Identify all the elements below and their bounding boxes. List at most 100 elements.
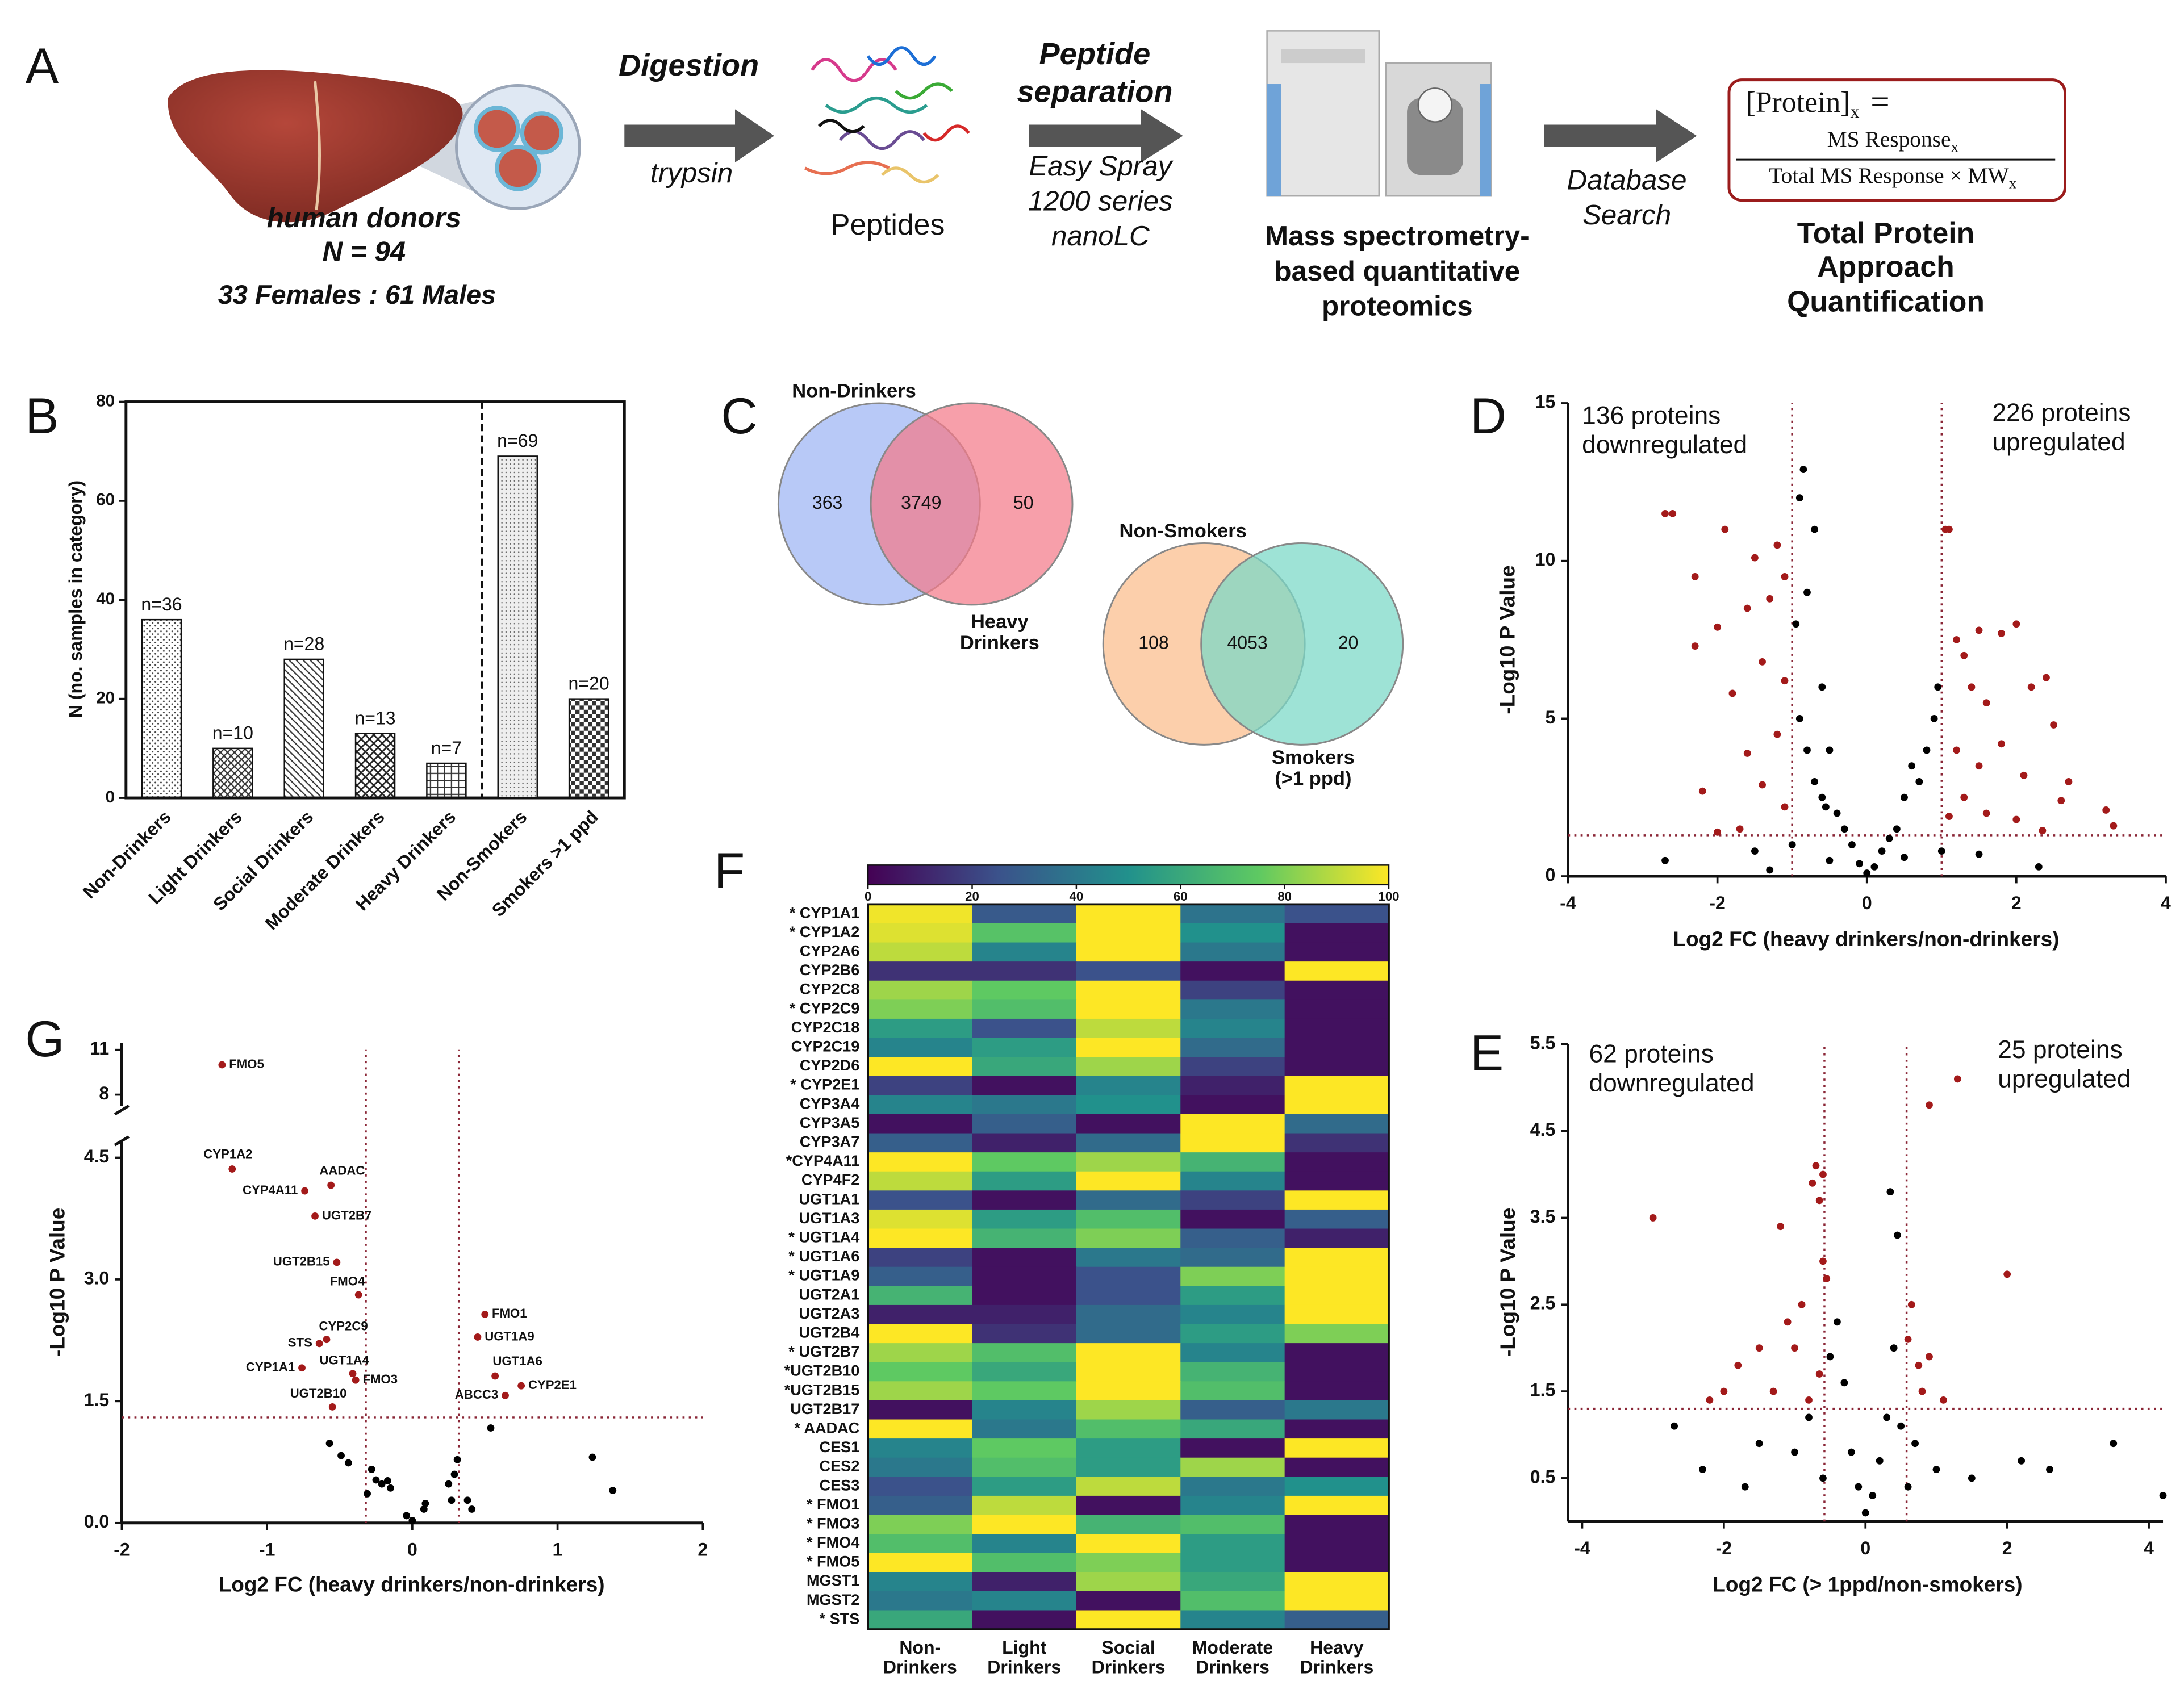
panel-label: E [1470,1024,1504,1081]
y-tick-label: 3.5 [1530,1206,1556,1227]
heatmap-cell [868,1515,973,1534]
formula-denominator: Total MS Response × MWx [1769,163,2016,191]
point [1886,1188,1894,1196]
heatmap-cell [1284,1286,1389,1306]
y-tick-label: 10 [1535,549,1556,570]
y-tick-label: 20 [96,688,115,707]
point [408,1517,416,1524]
axis-break [114,1105,130,1147]
point [420,1505,428,1513]
y-axis-title: -Log10 P Value [1496,565,1519,714]
venn-count: 108 [1138,632,1168,653]
point [1706,1396,1714,1404]
point [1982,809,1990,817]
point [1826,746,1834,754]
point [1998,740,2005,748]
instrument-label: proteomics [1322,290,1473,321]
point [2057,797,2065,805]
point [1869,1492,1877,1499]
heatmap-cell [1076,1400,1181,1420]
y-tick-label: 5.5 [1530,1032,1556,1053]
point [463,1496,471,1504]
point [481,1310,489,1318]
heatmap-cell [1284,1381,1389,1401]
row-label: CYP2C19 [791,1038,860,1055]
colorbar-tick-label: 40 [1070,889,1084,904]
heatmap-cell [1076,1457,1181,1478]
heatmap-cell [1076,961,1181,981]
heatmap-cell [972,1457,1077,1478]
row-label: CYP2B6 [800,961,859,978]
heatmap-cell [868,1095,973,1115]
y-axis-title: -Log10 P Value [1496,1208,1519,1357]
heatmap-cell [1284,1477,1389,1496]
row-label: CYP4F2 [801,1171,859,1189]
heatmap-cell [1284,961,1389,981]
heatmap-cell [972,1018,1077,1039]
value-label: n=69 [497,430,538,451]
formula-part: x [1851,101,1860,122]
point [1833,809,1841,817]
point [1811,778,1819,785]
x-tick-label: -2 [114,1540,130,1560]
heatmap-cell [972,1343,1077,1363]
point [491,1372,499,1380]
heatmap-cell [972,1133,1077,1153]
point [1968,1474,1976,1482]
row-label: * AADAC [794,1419,859,1436]
point [1904,1483,1912,1491]
y-tick-label: 0.0 [84,1511,110,1532]
heatmap-cell [1180,1152,1285,1172]
point [383,1477,391,1484]
heatmap-cell [1076,1171,1181,1191]
heatmap-cell [1180,1095,1285,1115]
heatmap-cell [972,1438,1077,1458]
venn-count: 4053 [1227,632,1267,653]
point [1819,1170,1827,1178]
heatmap-cell [972,961,1077,981]
heatmap-cell [1180,904,1285,924]
heatmap-cell [972,1248,1077,1268]
heatmap-cell [1284,1610,1389,1630]
step-title: Database [1567,165,1687,196]
heatmap-cell [1076,1209,1181,1229]
formula-part: MS Response [1827,127,1951,152]
point [1923,746,1931,754]
point-label: UGT2B7 [322,1208,371,1222]
column-label: Light [1002,1637,1047,1658]
row-label: UGT2A3 [799,1304,859,1322]
formula-part: [Protein] [1746,86,1851,119]
heatmap-cell [868,1400,973,1420]
point-label: FMO5 [229,1057,264,1071]
colorbar-tick-label: 20 [965,889,979,904]
step-title: separation [1017,75,1172,109]
heatmap-cell [972,1076,1077,1096]
point [609,1487,617,1495]
heatmap-cell [1284,1018,1389,1039]
x-tick-label: 0 [1862,893,1872,913]
point [1945,525,1953,533]
heatmap-cell [1076,1057,1181,1077]
point [1803,746,1811,754]
heatmap-cell [1076,1534,1181,1554]
heatmap-cell [1180,1381,1285,1401]
point [1795,494,1803,502]
heatmap-cell [868,923,973,943]
heatmap-cell [972,1477,1077,1496]
point [1823,1275,1831,1282]
row-label: * FMO5 [807,1553,859,1570]
heatmap-cell [1076,1381,1181,1401]
point [2039,827,2047,834]
heatmap-cell [1180,1515,1285,1534]
heatmap-cell [1076,1038,1181,1057]
heatmap-cell [1180,1304,1285,1325]
heatmap-cell [1180,1133,1285,1153]
heatmap-cell [1180,1610,1285,1630]
heatmap-cell [1076,1438,1181,1458]
heatmap-cell [972,923,1077,943]
row-label: *UGT2B15 [784,1381,860,1398]
heatmap-cell [1284,1362,1389,1382]
point [1759,781,1766,789]
point [1781,573,1789,580]
